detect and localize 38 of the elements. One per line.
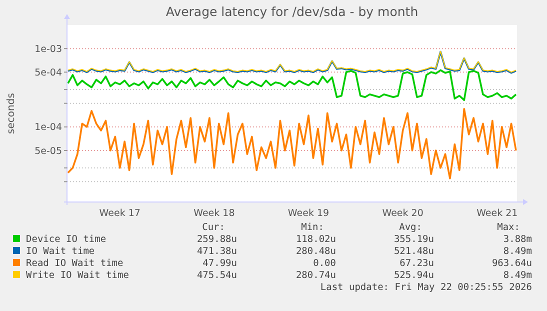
x-tick-label: Week 18 bbox=[194, 208, 235, 219]
legend-label: IO Wait time bbox=[26, 246, 95, 257]
legend-label: Write IO Wait time bbox=[26, 270, 130, 281]
text: 67.23u bbox=[400, 258, 434, 269]
legend-label: Device IO time bbox=[26, 234, 106, 245]
text: Avg: bbox=[399, 222, 422, 233]
text: 0.00 bbox=[313, 258, 336, 269]
text: 118.02u bbox=[296, 234, 336, 245]
x-tick-label: Week 20 bbox=[382, 208, 424, 219]
text: 963.64u bbox=[492, 258, 532, 269]
line-series bbox=[67, 69, 517, 101]
y-tick-label: 5e-05 bbox=[34, 146, 62, 157]
text: 3.88m bbox=[503, 234, 532, 245]
legend-label: Read IO Wait time bbox=[26, 258, 124, 269]
text: Last update: Fri May 22 00:25:55 2026 bbox=[320, 282, 532, 293]
text: 475.54u bbox=[196, 270, 237, 281]
text: 280.74u bbox=[296, 270, 336, 281]
x-tick-label: Week 19 bbox=[288, 208, 330, 219]
y-axis-title: seconds bbox=[6, 93, 17, 134]
text: 280.48u bbox=[296, 246, 336, 257]
y-tick-label: 5e-04 bbox=[34, 67, 62, 78]
text: 521.48u bbox=[394, 246, 434, 257]
x-tick-label: Week 17 bbox=[99, 208, 140, 219]
y-tick-label: 1e-03 bbox=[34, 44, 62, 55]
chart-title: Average latency for /dev/sda - by month bbox=[166, 4, 418, 19]
text: 47.99u bbox=[202, 258, 237, 269]
text: Max: bbox=[497, 222, 520, 233]
y-tick-label: 1e-04 bbox=[34, 122, 62, 134]
text: Cur: bbox=[202, 222, 225, 233]
text: 8.49m bbox=[503, 246, 532, 257]
line-series bbox=[67, 108, 517, 180]
text: Min: bbox=[301, 222, 324, 233]
x-tick-label: Week 21 bbox=[476, 208, 518, 219]
text: 8.49m bbox=[503, 270, 532, 281]
text: 355.19u bbox=[394, 234, 434, 245]
text: 259.88u bbox=[196, 234, 237, 245]
text: 525.94u bbox=[394, 270, 434, 281]
text: 471.38u bbox=[196, 246, 237, 257]
